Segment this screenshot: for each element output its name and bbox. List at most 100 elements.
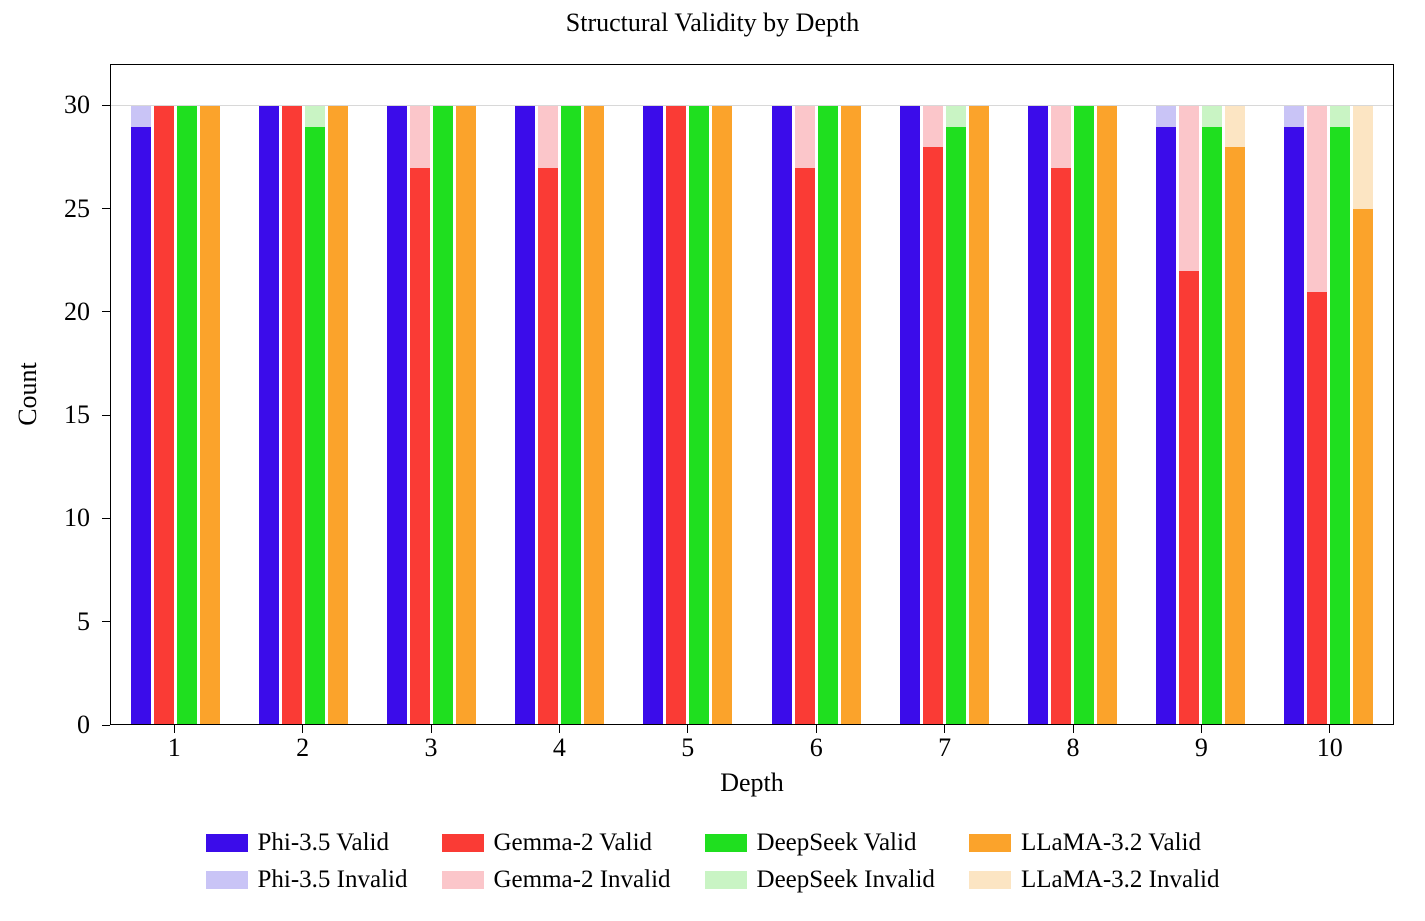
bar-group-depth-3 [367,65,495,724]
segment-gemma-2-valid [794,167,815,724]
segment-phi-3.5-valid [130,126,151,724]
y-tick-label-25: 25 [64,193,90,223]
segment-gemma-2-valid [153,106,174,724]
y-axis: 0 5 10 15 20 25 30 [0,64,110,738]
segment-deepseek-valid [945,126,966,724]
segment-phi-3.5-valid [258,106,279,724]
segment-llama-3.2-valid [712,106,733,724]
bar-deepseek-valid-depth-3 [433,65,453,724]
legend-item-llama-3.2-invalid: LLaMA-3.2 Invalid [968,866,1220,893]
bar-llama-3.2-valid-depth-8 [1097,65,1118,724]
x-tick-label-9: 9 [1194,733,1208,762]
x-tick-mark-4 [558,725,560,733]
bar-group-depth-1 [111,65,239,724]
legend-label-llama-3.2-invalid: LLaMA-3.2 Invalid [1020,866,1220,893]
x-tick-label-2: 2 [296,733,310,762]
segment-llama-3.2-valid [1097,106,1118,724]
legend-label-llama-3.2-valid: LLaMA-3.2 Valid [1020,829,1202,856]
legend-item-llama-3.2-valid: LLaMA-3.2 Valid [968,829,1220,856]
segment-gemma-2-valid [410,167,430,724]
segment-deepseek-invalid [1202,106,1223,127]
segment-phi-3.5-valid [643,106,664,724]
x-axis-label: Depth [720,768,784,797]
segment-phi-3.5-invalid [1284,106,1305,127]
segment-gemma-2-invalid [922,106,943,148]
legend-label-gemma-2-invalid: Gemma-2 Invalid [493,866,671,893]
bar-gemma-2-valid-depth-3 [410,65,430,724]
x-tick-mark-10 [1329,725,1331,733]
x-tick-mark-1 [173,725,175,733]
y-tick-mark-0 [102,724,110,726]
x-tick-mark-7 [944,725,946,733]
segment-deepseek-valid [561,106,582,724]
bar-gemma-2-valid-depth-2 [281,65,302,724]
bar-gemma-2-valid-depth-4 [538,65,559,724]
x-tick-label-10: 10 [1316,733,1343,762]
bar-group-depth-9 [1137,65,1265,724]
y-tick-mark-30 [102,104,110,106]
y-tick-label-10: 10 [64,503,90,533]
segment-phi-3.5-valid [771,106,792,724]
legend-swatch-phi-3.5-valid [205,833,248,852]
x-tick-label-1: 1 [167,733,181,762]
y-tick-label-15: 15 [64,400,90,430]
legend-swatch-deepseek-valid [704,833,747,852]
segment-phi-3.5-invalid [1156,106,1177,127]
bar-group-depth-8 [1008,65,1136,724]
bar-deepseek-valid-depth-5 [689,65,710,724]
segment-phi-3.5-valid [899,106,920,724]
x-tick-label-7: 7 [938,733,952,762]
segment-deepseek-valid [689,106,710,724]
segment-gemma-2-valid [281,106,302,724]
bar-deepseek-valid-depth-7 [945,65,966,724]
bar-llama-3.2-valid-depth-1 [199,65,220,724]
bar-deepseek-valid-depth-6 [817,65,838,724]
y-tick-mark-25 [102,208,110,210]
segment-gemma-2-invalid [1051,106,1072,168]
bar-llama-3.2-valid-depth-5 [712,65,733,724]
segment-phi-3.5-valid [1284,126,1305,724]
bar-phi-3.5-valid-depth-2 [258,65,279,724]
bar-deepseek-valid-depth-10 [1330,65,1351,724]
legend-label-phi-3.5-invalid: Phi-3.5 Invalid [257,866,408,893]
segment-gemma-2-valid [1179,270,1200,724]
y-tick-mark-5 [102,621,110,623]
bar-phi-3.5-valid-depth-3 [387,65,407,724]
segment-gemma-2-invalid [1179,106,1200,271]
segment-gemma-2-invalid [538,106,559,168]
segment-llama-3.2-valid [327,106,348,724]
gridline-30 [111,105,1393,107]
bar-phi-3.5-valid-depth-9 [1156,65,1177,724]
segment-deepseek-invalid [945,106,966,127]
segment-deepseek-valid [433,106,453,724]
x-tick-label-6: 6 [809,733,823,762]
x-tick-mark-5 [687,725,689,733]
legend-item-gemma-2-invalid: Gemma-2 Invalid [441,866,671,893]
legend-swatch-gemma-2-invalid [441,870,484,889]
bar-phi-3.5-valid-depth-5 [643,65,664,724]
segment-phi-3.5-valid [1156,126,1177,724]
bar-group-depth-2 [239,65,367,724]
segment-deepseek-valid [1330,126,1351,724]
segment-llama-3.2-valid [584,106,605,724]
bar-deepseek-valid-depth-4 [561,65,582,724]
segment-deepseek-invalid [304,106,325,127]
bar-llama-3.2-valid-depth-9 [1225,65,1246,724]
segment-llama-3.2-valid [199,106,220,724]
bar-deepseek-valid-depth-8 [1074,65,1095,724]
legend-item-phi-3.5-invalid: Phi-3.5 Invalid [205,866,408,893]
bar-phi-3.5-valid-depth-4 [515,65,536,724]
legend-item-phi-3.5-valid: Phi-3.5 Valid [205,830,408,855]
y-tick-label-30: 30 [64,90,90,120]
bar-phi-3.5-valid-depth-7 [899,65,920,724]
y-tick-label-0: 0 [77,710,90,739]
y-tick-label-20: 20 [64,296,90,326]
bar-groups [111,65,1393,724]
segment-deepseek-valid [817,106,838,724]
bar-gemma-2-valid-depth-5 [666,65,687,724]
y-tick-mark-20 [102,311,110,313]
x-tick-mark-9 [1200,725,1202,733]
legend-item-gemma-2-valid: Gemma-2 Valid [441,830,671,855]
segment-gemma-2-valid [666,106,687,724]
segment-gemma-2-valid [1307,291,1328,724]
